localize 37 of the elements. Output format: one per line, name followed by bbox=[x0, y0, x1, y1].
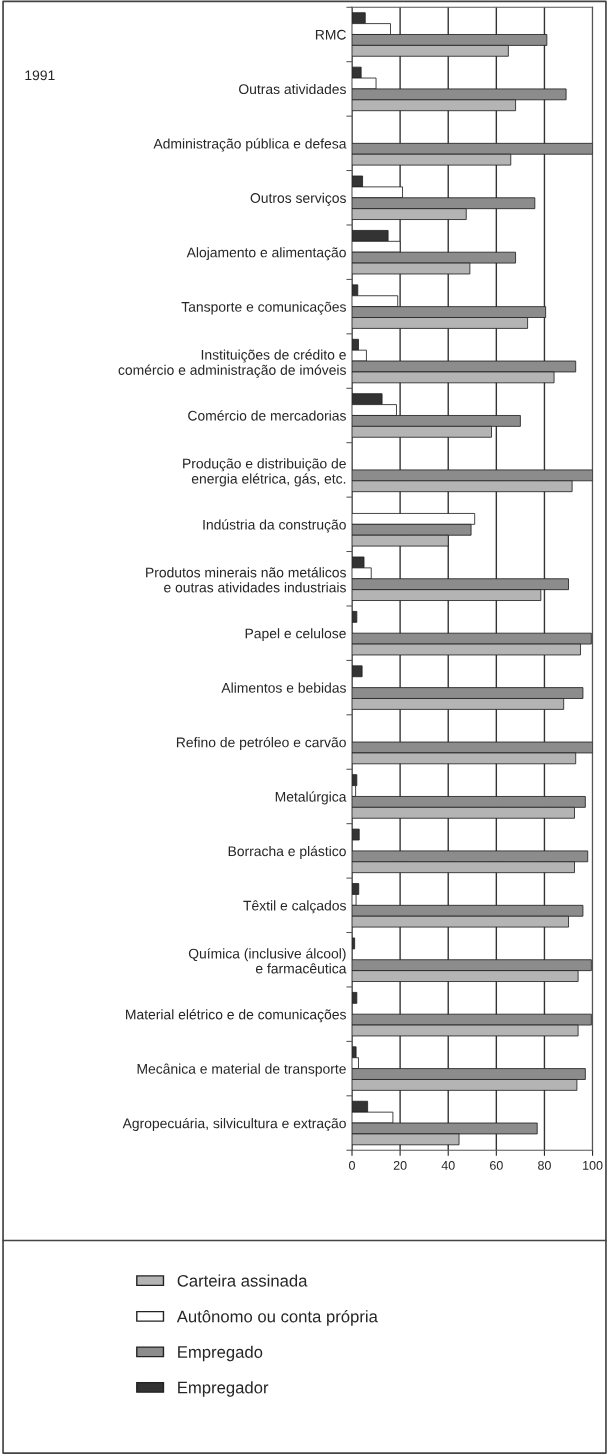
legend-label: Autônomo ou conta própria bbox=[176, 1309, 378, 1326]
legend-label: Empregador bbox=[178, 1381, 269, 1397]
x-tick-label: 0 bbox=[349, 1160, 355, 1170]
x-tick-label: 80 bbox=[538, 1160, 551, 1170]
y-tick-label: Têxtil e calçados bbox=[243, 900, 346, 914]
y-tick-label: Tansporte e comunicações bbox=[181, 301, 346, 315]
y-tick-label: Alimentos e bebidas bbox=[221, 682, 346, 693]
legend-label: Empregado bbox=[178, 1345, 263, 1362]
y-tick-label: Outros serviços bbox=[250, 192, 346, 206]
y-tick-label: Química (inclusive álcool) e farmacêutica bbox=[188, 948, 347, 974]
x-tick-label: 60 bbox=[490, 1160, 503, 1170]
y-tick-label: Produção e distribuição de energia elétrica, gás, etc. bbox=[183, 458, 346, 487]
x-tick-label: 20 bbox=[393, 1160, 407, 1170]
bar bbox=[352, 828, 360, 841]
y-tick-label: Outras atividades bbox=[239, 83, 346, 95]
y-tick-label: Borracha e plástico bbox=[228, 845, 346, 859]
bar bbox=[352, 937, 356, 950]
x-tick-label: 100 bbox=[583, 1160, 603, 1170]
bar bbox=[352, 991, 358, 1004]
y-tick-label: Mecânica e material de transporte bbox=[137, 1063, 346, 1077]
y-tick-label: Produtos minerais não metálicos e outras atividades industriais bbox=[146, 567, 346, 593]
y-tick-label: Papel e celulose bbox=[245, 628, 346, 642]
y-tick-label: Administração pública e defesa bbox=[153, 138, 347, 152]
bar bbox=[352, 611, 358, 623]
y-tick-label: RMC bbox=[315, 29, 346, 40]
y-tick-label: Metalúrgica bbox=[275, 791, 347, 805]
y-tick-label: Refino de petróleo e carvão bbox=[176, 736, 346, 751]
x-tick-label: 40 bbox=[441, 1160, 455, 1170]
y-tick-label: Comércio de mercadorias bbox=[188, 410, 346, 421]
y-tick-label: Agropecuária, silvicultura e extração bbox=[122, 1117, 346, 1132]
text: 1991 bbox=[25, 70, 55, 81]
y-tick-label: Instituições de crédito e comércio e administração de imóveis bbox=[118, 349, 346, 378]
y-tick-label: Alojamento e alimentação bbox=[186, 247, 346, 261]
legend-label: Carteira assinada bbox=[177, 1274, 308, 1287]
y-tick-label: Material elétrico e de comunicações bbox=[126, 1009, 346, 1023]
y-tick-label: Indústria da construção bbox=[203, 519, 346, 533]
bar bbox=[352, 665, 363, 678]
